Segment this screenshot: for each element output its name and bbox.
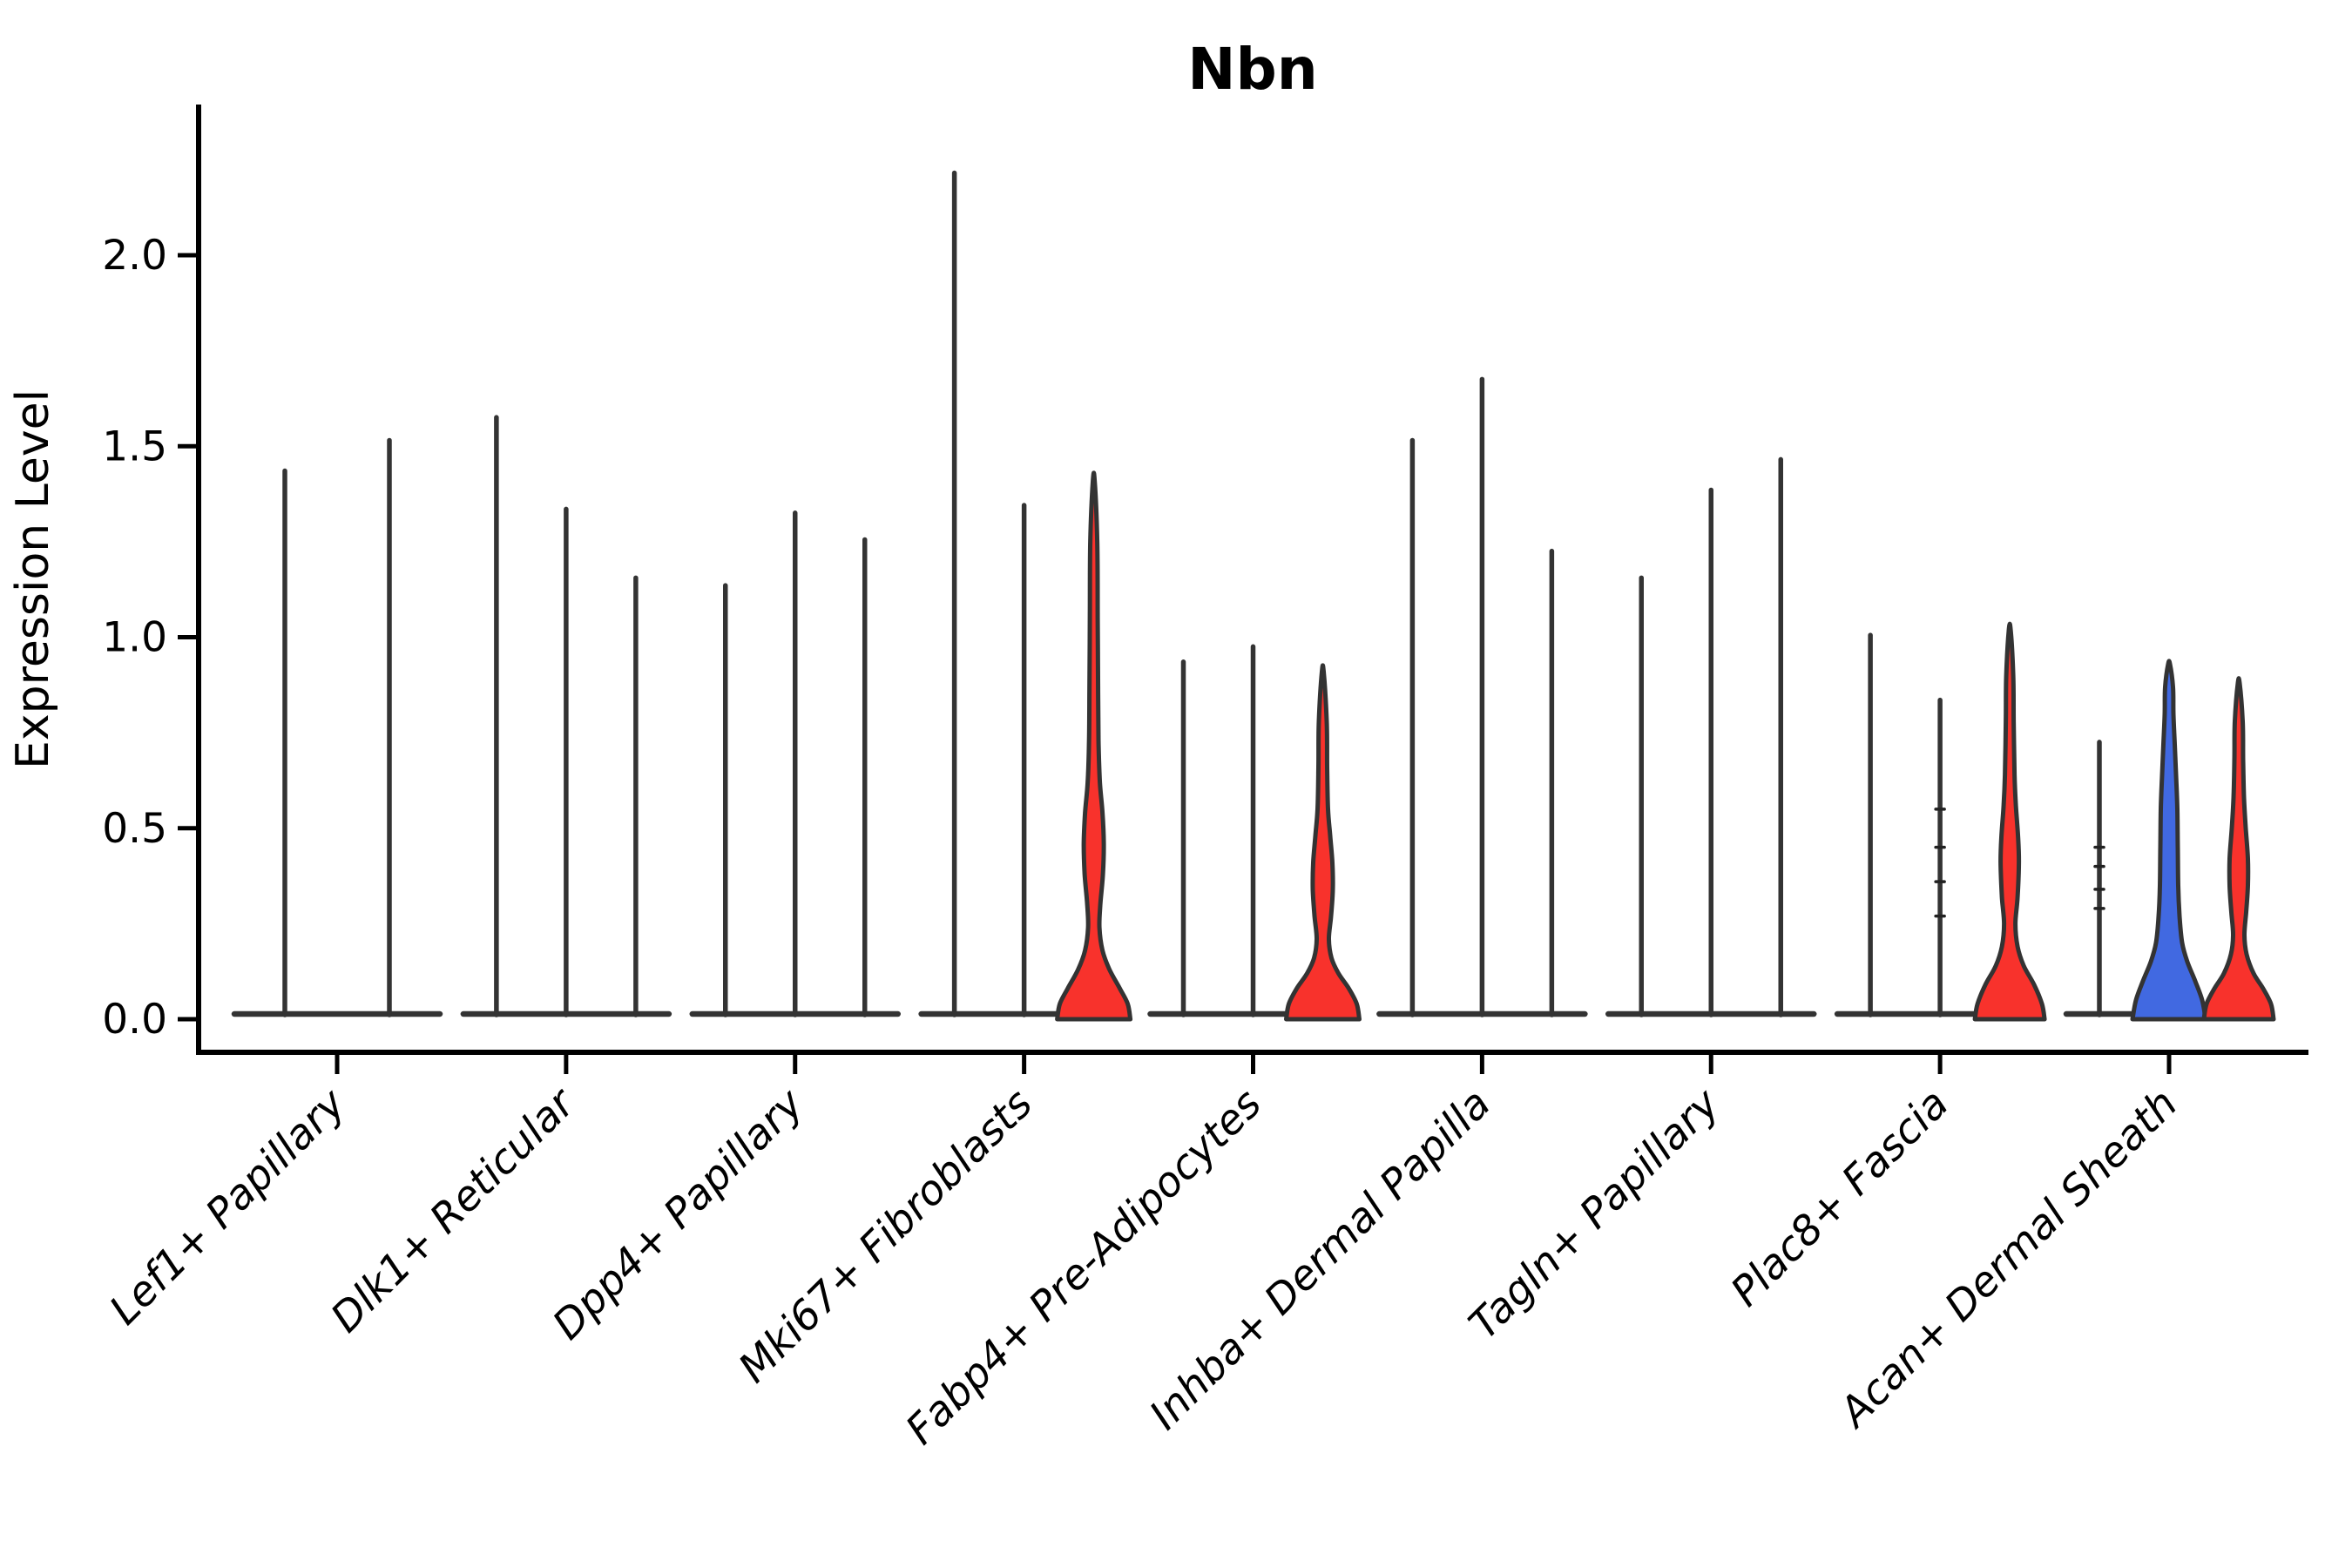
y-tick-label: 1.5 xyxy=(102,422,167,470)
y-tick-label: 2.0 xyxy=(102,232,167,280)
y-axis-label: Expression Level xyxy=(7,389,59,769)
y-tick-label: 1.0 xyxy=(102,614,167,662)
x-tick-label: Dlk1+ Reticular xyxy=(321,1078,585,1342)
violin-body xyxy=(1055,470,1133,1022)
violin-body xyxy=(1284,663,1362,1022)
x-tick-label: Tagln+ Papillary xyxy=(1460,1079,1730,1349)
violin-body xyxy=(1972,621,2047,1022)
chart-title: Nbn xyxy=(1187,36,1317,103)
y-tick-label: 0.5 xyxy=(102,805,167,853)
x-tick-label: Lef1+ Papillary xyxy=(100,1079,355,1335)
violin-body xyxy=(2201,676,2276,1022)
x-tick-label: Plac8+ Fascia xyxy=(1722,1080,1958,1316)
violin-body xyxy=(2130,659,2208,1022)
y-tick-label: 0.0 xyxy=(102,996,167,1044)
x-tick-label: Dpp4+ Papillary xyxy=(544,1079,814,1349)
